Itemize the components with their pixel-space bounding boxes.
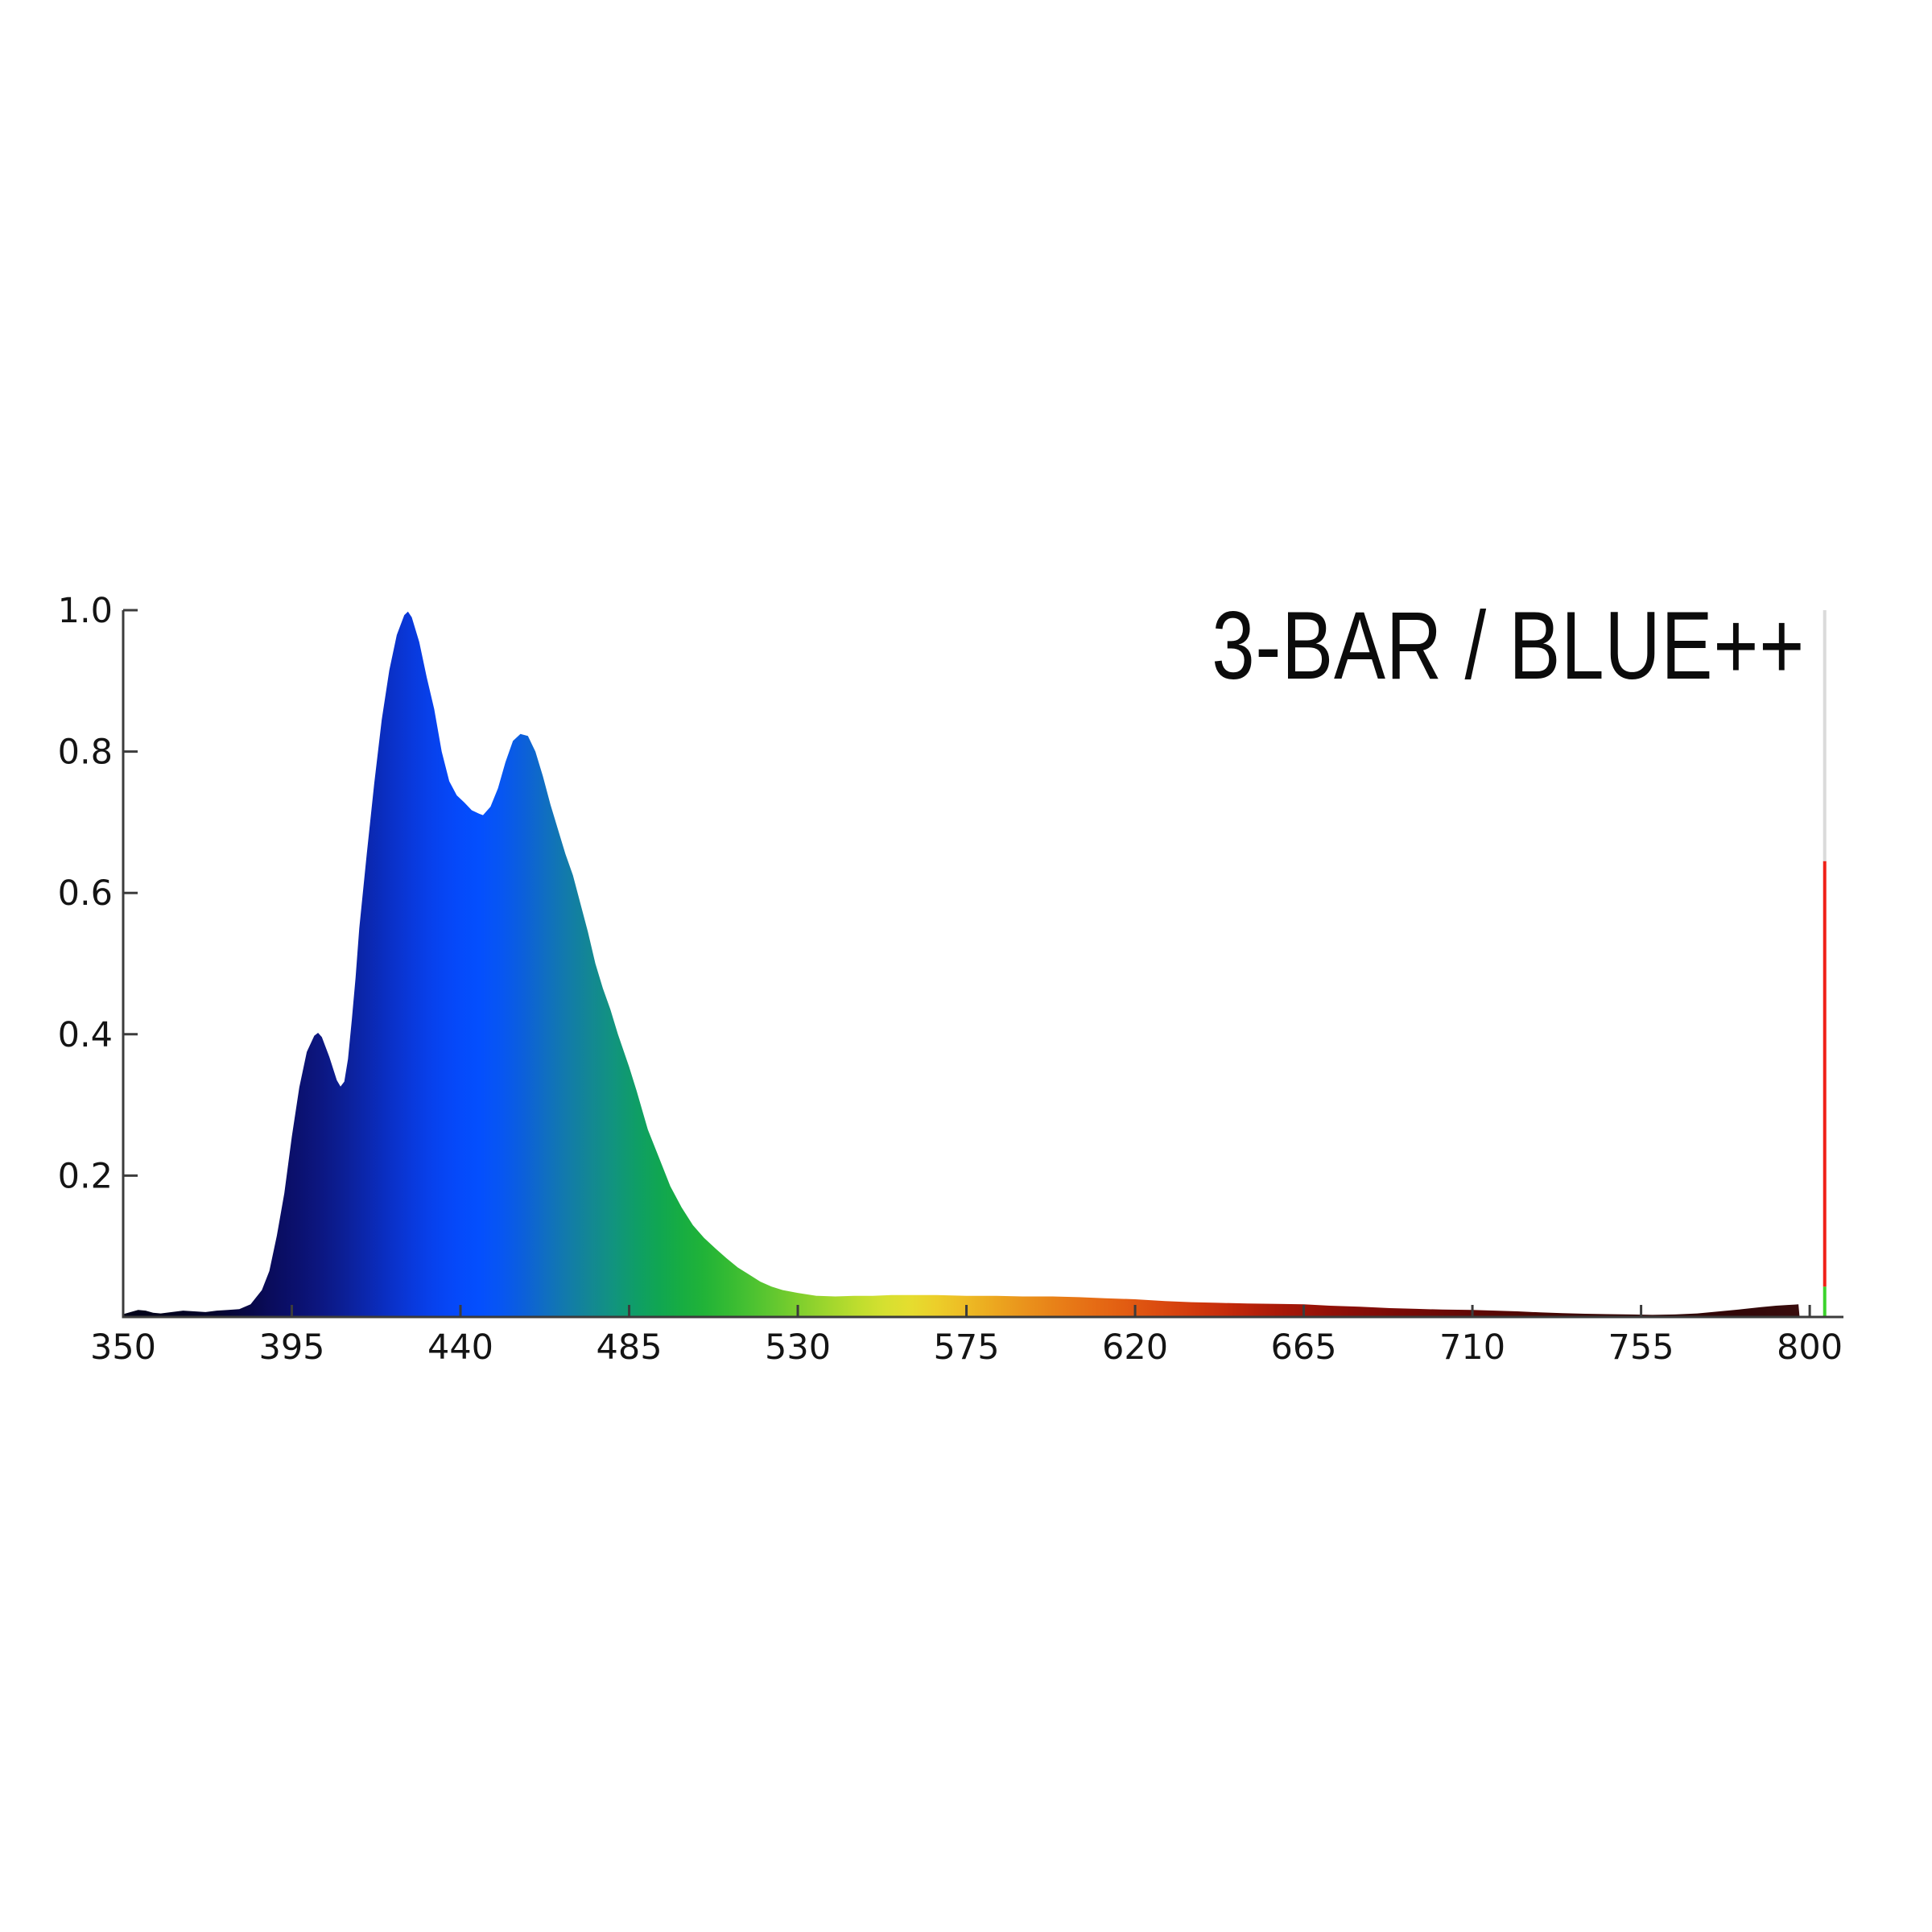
x-tick-label: 530	[765, 1327, 831, 1368]
y-tick-label: 0.6	[58, 873, 113, 914]
x-tick-label: 800	[1777, 1327, 1843, 1368]
y-tick-label: 0.2	[58, 1156, 113, 1196]
x-tick-label: 395	[258, 1327, 324, 1368]
x-tick-label: 575	[934, 1327, 1000, 1368]
chart-title: 3-BAR / BLUE++	[1212, 592, 1805, 700]
y-tick-label: 0.4	[58, 1015, 113, 1055]
x-tick-label: 350	[90, 1327, 156, 1368]
spike-segment-red	[1823, 861, 1827, 1287]
x-tick-label: 620	[1102, 1327, 1168, 1368]
x-tick-label: 665	[1271, 1327, 1337, 1368]
x-tick-label: 440	[427, 1327, 493, 1368]
y-tick-label: 1.0	[58, 591, 113, 631]
x-tick-label: 710	[1439, 1327, 1505, 1368]
y-tick-label: 0.8	[58, 733, 113, 773]
spectrum-area	[123, 611, 1800, 1317]
x-tick-label: 485	[596, 1327, 662, 1368]
spike-segment-green	[1823, 1286, 1827, 1317]
x-tick-label: 755	[1608, 1327, 1674, 1368]
spike-segment-gray	[1823, 610, 1827, 861]
